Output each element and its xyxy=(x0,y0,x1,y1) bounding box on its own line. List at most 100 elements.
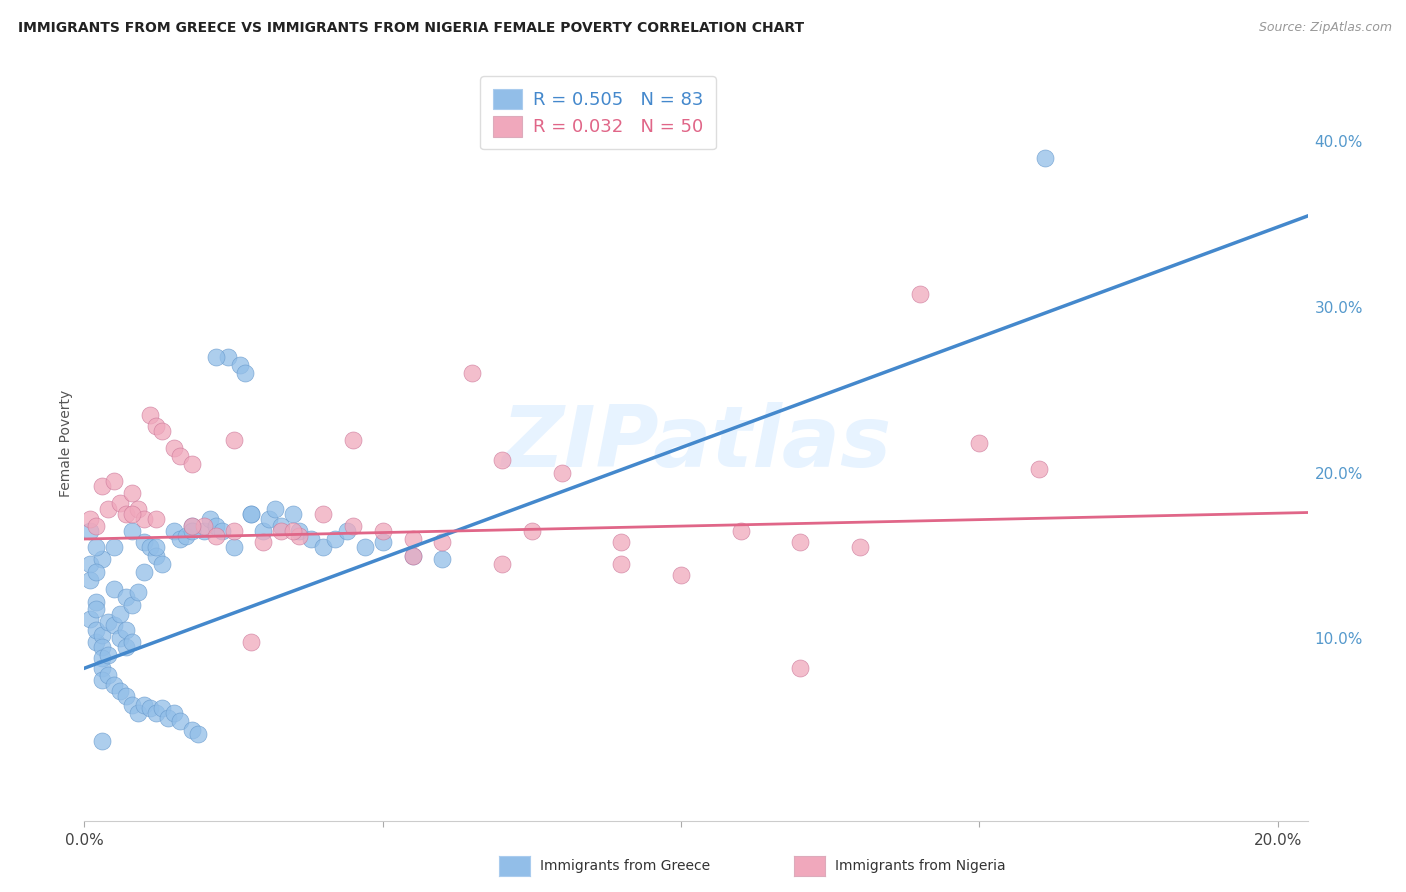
Point xyxy=(198,512,221,526)
Point xyxy=(252,524,274,538)
Point xyxy=(222,433,245,447)
Point xyxy=(121,599,143,613)
Point xyxy=(180,518,202,533)
Point xyxy=(1033,151,1056,165)
Point xyxy=(132,535,155,549)
Point xyxy=(150,701,173,715)
Point xyxy=(187,727,209,741)
Point xyxy=(461,367,484,381)
Point xyxy=(401,549,423,563)
Point xyxy=(1028,462,1050,476)
Point xyxy=(79,512,101,526)
Point xyxy=(491,557,513,571)
Y-axis label: Female Poverty: Female Poverty xyxy=(59,390,73,498)
Point xyxy=(371,535,394,549)
Point xyxy=(180,524,202,538)
Point xyxy=(91,552,114,566)
Point xyxy=(235,367,257,381)
Point xyxy=(401,549,423,563)
Point xyxy=(121,634,143,648)
Point xyxy=(84,601,107,615)
Point xyxy=(145,512,167,526)
Point xyxy=(240,507,263,521)
Point xyxy=(669,568,692,582)
Point xyxy=(91,628,114,642)
Point xyxy=(139,408,162,422)
Point xyxy=(193,524,215,538)
Point xyxy=(730,524,752,538)
Point xyxy=(270,518,292,533)
Point xyxy=(180,458,202,472)
Point xyxy=(312,541,335,555)
Point xyxy=(150,425,173,439)
Point xyxy=(610,535,633,549)
Point xyxy=(103,582,125,596)
Point xyxy=(108,632,131,646)
Point xyxy=(84,541,107,555)
Point xyxy=(204,518,226,533)
Point xyxy=(79,557,101,571)
Point xyxy=(79,611,101,625)
Point xyxy=(127,706,149,720)
Point xyxy=(139,541,162,555)
Point xyxy=(127,502,149,516)
Point xyxy=(789,535,811,549)
Point xyxy=(84,518,107,533)
Point xyxy=(228,358,250,372)
Point xyxy=(288,524,311,538)
Point xyxy=(84,565,107,579)
Point xyxy=(371,524,394,538)
Point xyxy=(849,541,872,555)
Point xyxy=(103,618,125,632)
Point xyxy=(150,557,173,571)
Point xyxy=(91,673,114,687)
Point xyxy=(217,350,239,364)
Point xyxy=(103,678,125,692)
Point xyxy=(97,615,120,629)
Point xyxy=(91,734,114,748)
Point xyxy=(180,723,202,737)
Point xyxy=(127,585,149,599)
Point xyxy=(283,507,305,521)
Point xyxy=(84,623,107,637)
Point xyxy=(342,433,364,447)
Text: Immigrants from Greece: Immigrants from Greece xyxy=(540,859,710,873)
Point xyxy=(264,502,287,516)
Point xyxy=(79,524,101,538)
Point xyxy=(336,524,359,538)
Point xyxy=(283,524,305,538)
Point xyxy=(240,507,263,521)
Point xyxy=(312,507,335,521)
Point xyxy=(97,502,120,516)
Point xyxy=(520,524,543,538)
Point xyxy=(163,441,186,455)
Point xyxy=(174,529,197,543)
Point xyxy=(252,535,274,549)
Point xyxy=(115,640,138,654)
Point xyxy=(342,518,364,533)
Point xyxy=(115,590,138,604)
Point xyxy=(401,532,423,546)
Point xyxy=(132,565,155,579)
Point xyxy=(91,640,114,654)
Point xyxy=(121,524,143,538)
Point xyxy=(79,574,101,588)
Point xyxy=(103,474,125,488)
Point xyxy=(121,698,143,712)
Point xyxy=(169,449,191,463)
Legend: R = 0.505   N = 83, R = 0.032   N = 50: R = 0.505 N = 83, R = 0.032 N = 50 xyxy=(481,76,716,149)
Point xyxy=(115,507,138,521)
Point xyxy=(610,557,633,571)
Point xyxy=(240,634,263,648)
Point xyxy=(204,529,226,543)
Point xyxy=(169,532,191,546)
Point xyxy=(270,524,292,538)
Point xyxy=(103,541,125,555)
Point xyxy=(299,532,322,546)
Point xyxy=(145,419,167,434)
Point xyxy=(91,661,114,675)
Point xyxy=(222,524,245,538)
Point xyxy=(180,518,202,533)
Point xyxy=(84,634,107,648)
Point xyxy=(432,552,454,566)
